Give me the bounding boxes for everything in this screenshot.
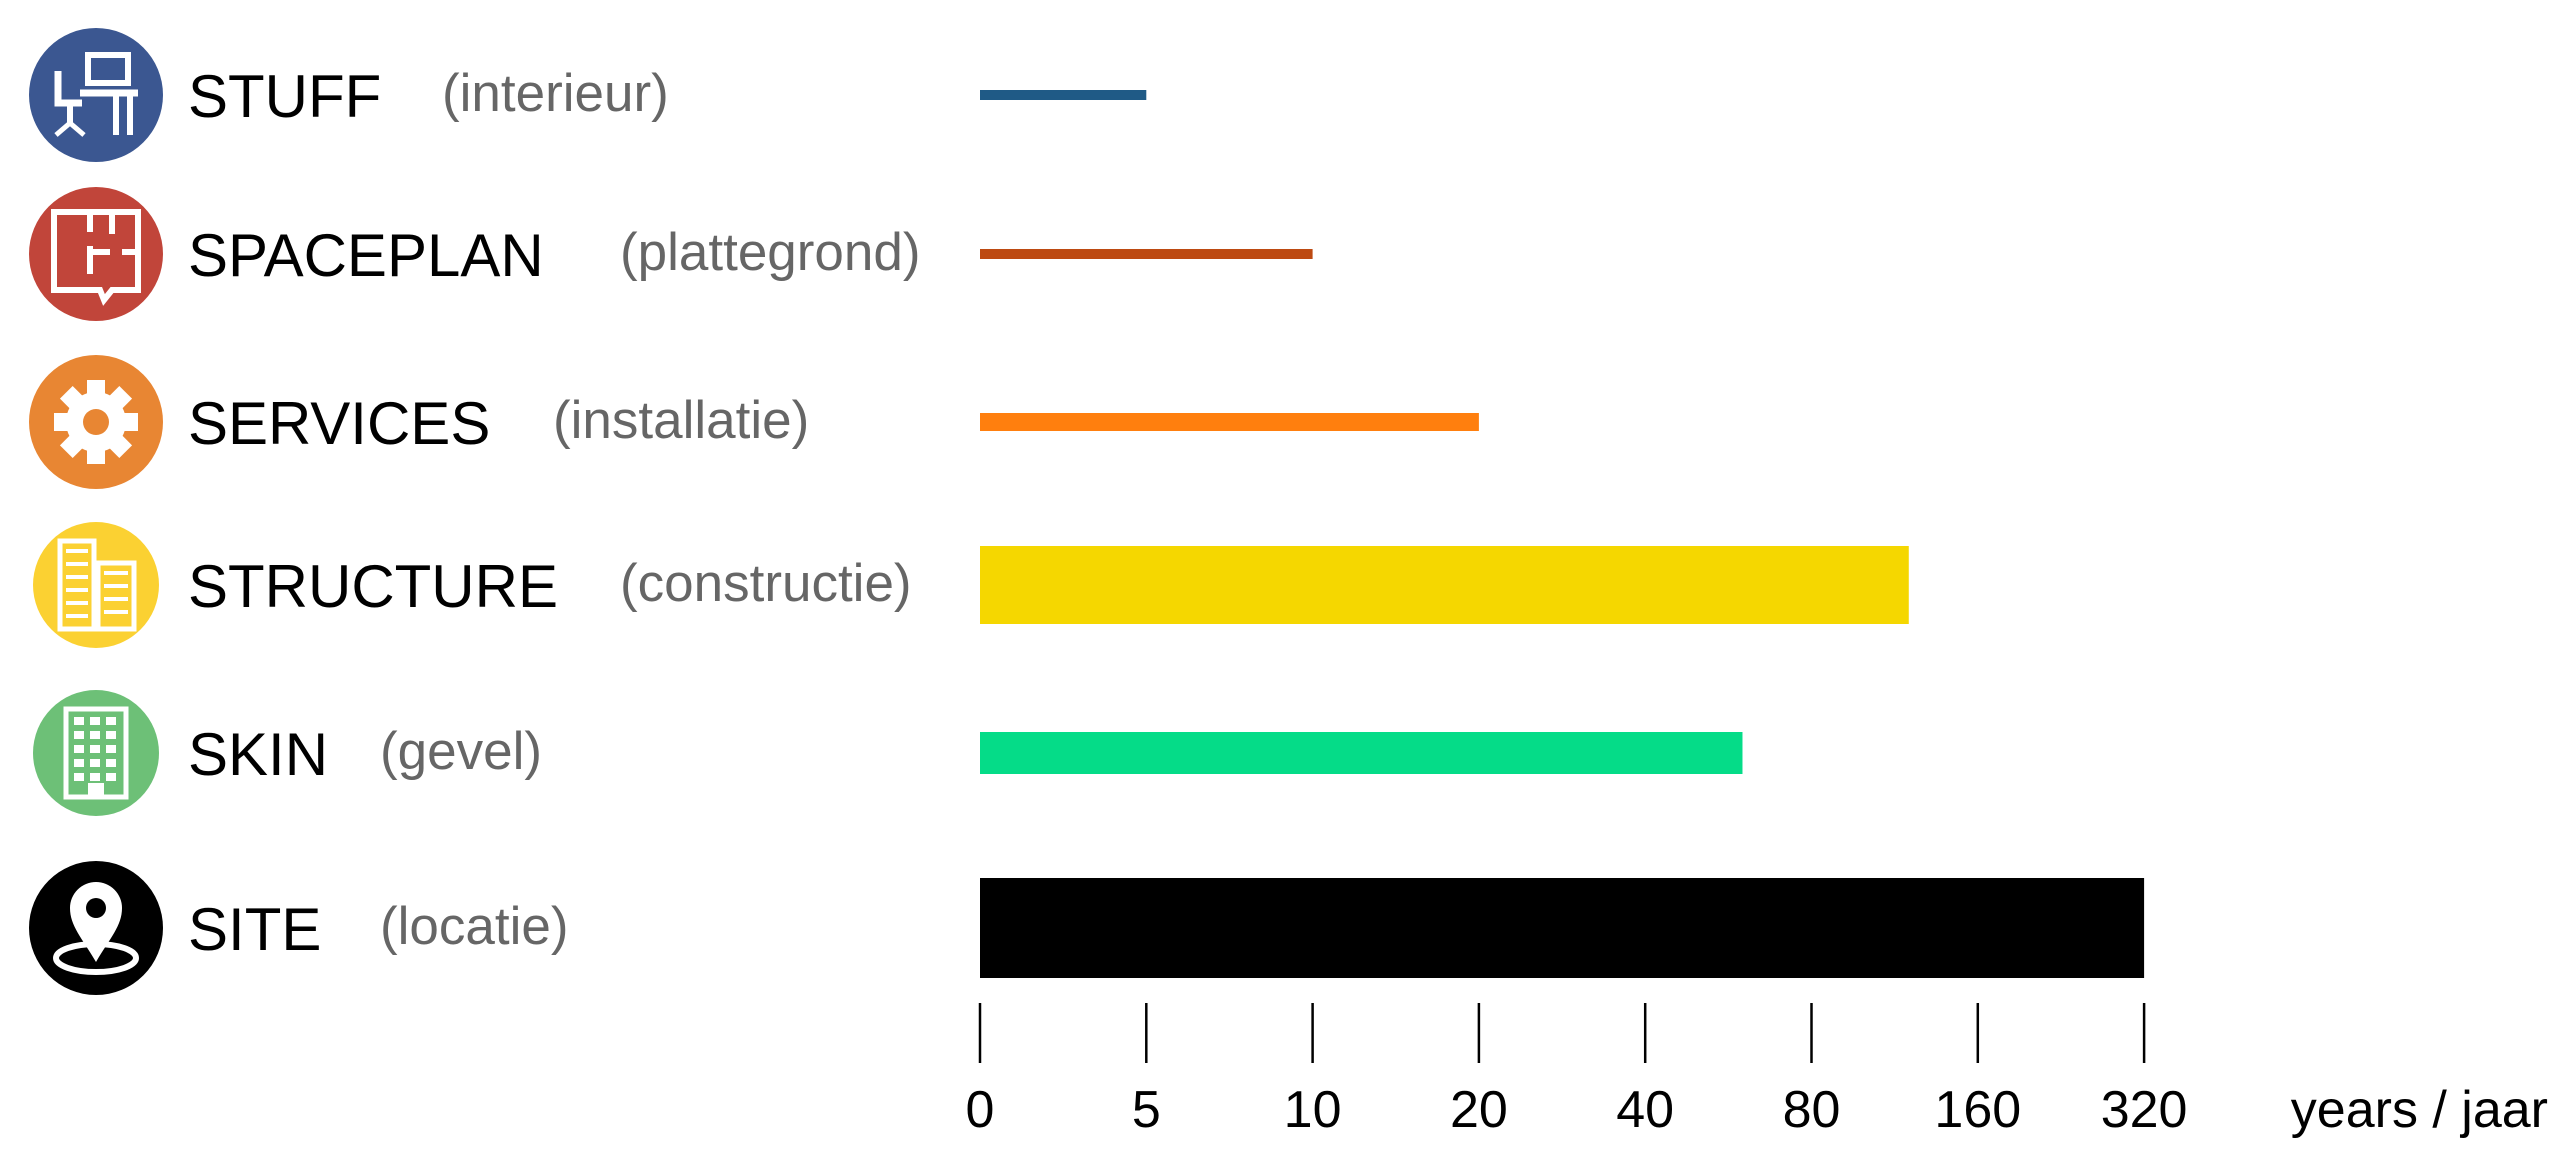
x-tick-label-80: 80: [1783, 1081, 1841, 1139]
x-tick-label-40: 40: [1616, 1081, 1674, 1139]
layer-label-skin: SKIN: [188, 721, 328, 788]
x-tick-label-0: 0: [966, 1081, 995, 1139]
layer-label-site: SITE: [188, 896, 321, 963]
x-tick-label-160: 160: [1934, 1081, 2021, 1139]
facade-icon: [33, 690, 159, 816]
bar-spaceplan: [980, 249, 1313, 259]
bar-stuff: [980, 90, 1147, 100]
x-tick-label-20: 20: [1450, 1081, 1508, 1139]
bar-skin: [980, 732, 1743, 774]
gear-icon: [29, 355, 163, 489]
bar-structure: [980, 546, 1909, 624]
location-pin-icon: [29, 861, 163, 995]
layer-label-structure: STRUCTURE: [188, 553, 558, 620]
bar-site: [980, 878, 2145, 978]
layer-subtitle-structure: (constructie): [620, 554, 912, 613]
layer-label-spaceplan: SPACEPLAN: [188, 222, 544, 289]
bar-services: [980, 413, 1479, 431]
layer-subtitle-services: (installatie): [553, 391, 809, 450]
x-axis-unit-label: years / jaar: [2291, 1081, 2548, 1139]
layer-label-stuff: STUFF: [188, 63, 381, 130]
building-icon: [33, 522, 159, 648]
layer-label-services: SERVICES: [188, 390, 490, 457]
desk-chair-icon: [29, 28, 163, 162]
layer-subtitle-spaceplan: (plattegrond): [620, 223, 921, 282]
label-layer: STUFF (interieur) SPACEPLAN (plattegrond) SE…: [188, 63, 921, 963]
x-tick-label-10: 10: [1284, 1081, 1342, 1139]
x-axis: 0 5 10 20 40 80 160 320 years / jaar: [966, 1003, 2548, 1139]
layer-subtitle-skin: (gevel): [380, 722, 542, 781]
x-tick-label-320: 320: [2101, 1081, 2188, 1139]
x-tick-label-5: 5: [1132, 1081, 1161, 1139]
layer-subtitle-site: (locatie): [380, 897, 569, 956]
floor-plan-icon: [29, 187, 163, 321]
icon-layer: [29, 28, 163, 995]
layer-subtitle-stuff: (interieur): [442, 64, 669, 123]
bar-layer: [980, 90, 2145, 978]
